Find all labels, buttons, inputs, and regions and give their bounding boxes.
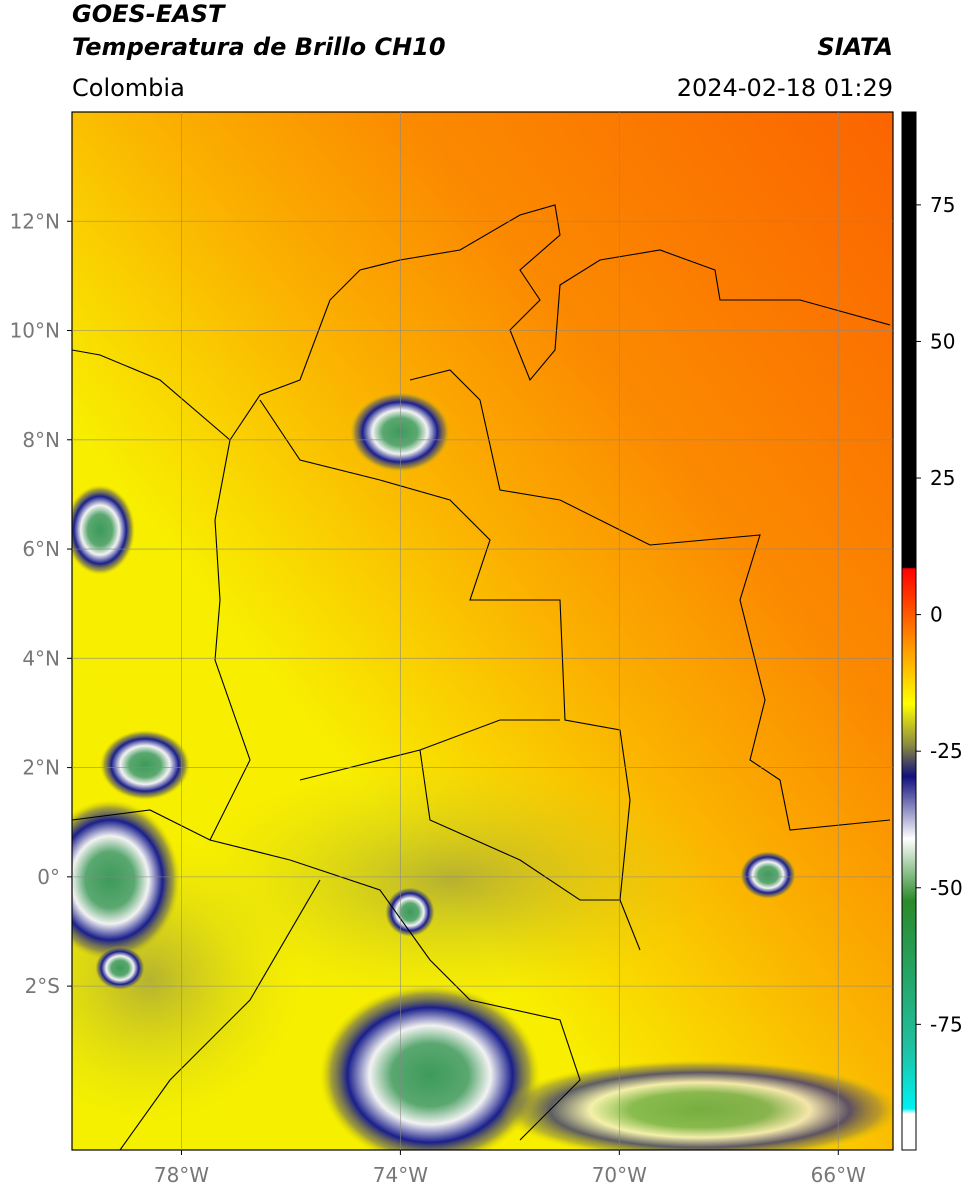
y-tick-label: 4°N (22, 646, 60, 670)
y-tick-label: 12°N (10, 209, 60, 233)
colorbar-label: 25 (930, 466, 955, 490)
subtitle: Temperatura de Brillo CH10 (72, 33, 446, 61)
x-tick-label: 66°W (811, 1163, 866, 1187)
colorbar-label: -25 (930, 739, 963, 763)
colorbar-label: -75 (930, 1012, 963, 1036)
source: SIATA (817, 33, 893, 61)
x-tick-label: 78°W (154, 1163, 209, 1187)
colorbar-label: -50 (930, 876, 963, 900)
colorbar-label: 50 (930, 329, 955, 353)
x-tick-label: 70°W (592, 1163, 647, 1187)
y-tick-label: 2°S (25, 974, 60, 998)
y-tick-label: 2°N (22, 756, 60, 780)
y-tick-label: 6°N (22, 537, 60, 561)
map-image (72, 112, 893, 1150)
x-tick-label: 74°W (373, 1163, 428, 1187)
title: GOES-EAST (72, 0, 226, 28)
y-tick-label: 8°N (22, 428, 60, 452)
colorbar-label: 0 (930, 603, 943, 627)
datetime: 2024-02-18 01:29 (677, 74, 893, 102)
y-tick-label: 10°N (10, 319, 60, 343)
graticule (72, 112, 893, 1150)
y-tick-label: 0° (37, 865, 60, 889)
colorbar-label: 75 (930, 193, 955, 217)
colorbar (901, 111, 917, 1151)
map-frame (71, 111, 894, 1151)
region: Colombia (72, 74, 185, 102)
